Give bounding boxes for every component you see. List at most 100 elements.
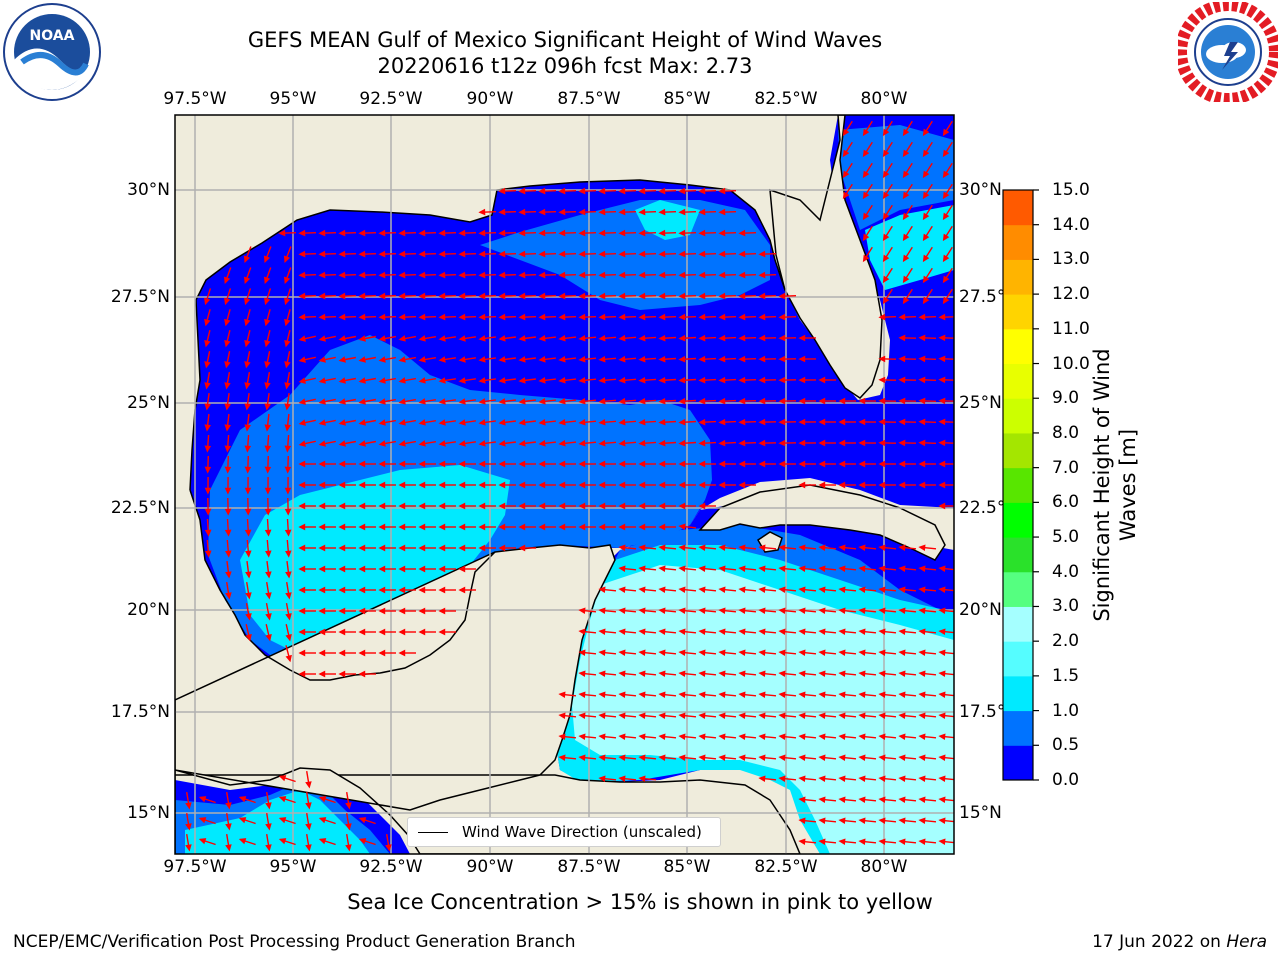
wave-direction-arrowhead bbox=[244, 361, 251, 369]
wave-direction-arrowhead bbox=[238, 796, 247, 803]
wave-direction-arrowhead bbox=[618, 187, 626, 195]
wave-direction-arrowhead bbox=[918, 607, 926, 614]
wave-direction-arrowhead bbox=[438, 523, 446, 531]
wave-direction-arrowhead bbox=[638, 523, 646, 531]
wave-direction-arrowhead bbox=[285, 550, 292, 558]
wave-direction-arrowhead bbox=[758, 586, 766, 593]
wave-direction-arrowhead bbox=[418, 544, 426, 552]
wave-direction-arrowhead bbox=[558, 419, 566, 426]
wave-direction-arrowhead bbox=[678, 271, 686, 279]
wave-direction-arrowhead bbox=[778, 670, 786, 677]
wave-direction-arrowhead bbox=[658, 607, 666, 614]
wave-direction-arrowhead bbox=[818, 607, 826, 614]
wave-direction-arrowhead bbox=[878, 439, 886, 447]
wave-direction-arrowhead bbox=[458, 481, 466, 489]
wave-direction-arrowhead bbox=[818, 460, 826, 468]
wave-direction-arrowhead bbox=[942, 191, 950, 200]
wave-direction-arrowhead bbox=[458, 544, 466, 552]
wave-direction-arrowhead bbox=[778, 355, 786, 363]
wave-direction-arrowhead bbox=[638, 292, 646, 300]
wave-direction-arrowhead bbox=[898, 670, 906, 677]
wave-direction-arrowhead bbox=[878, 691, 886, 698]
wave-direction-arrowhead bbox=[798, 418, 806, 426]
map-frame bbox=[174, 114, 955, 855]
wave-direction-arrowhead bbox=[498, 292, 506, 300]
wave-direction-arrowhead bbox=[245, 633, 252, 642]
wave-direction-arrowhead bbox=[318, 250, 326, 258]
wave-direction-arrowhead bbox=[498, 229, 506, 237]
wave-direction-arrowhead bbox=[698, 292, 706, 300]
wave-direction-arrowhead bbox=[858, 712, 866, 719]
lon-label-top: 95°W bbox=[269, 89, 317, 109]
wave-direction-arrowhead bbox=[718, 586, 726, 593]
wave-direction-arrowhead bbox=[305, 823, 312, 831]
wave-direction-arrowhead bbox=[838, 607, 846, 614]
wave-direction-arrowhead bbox=[378, 607, 386, 615]
wave-direction-arrowhead bbox=[902, 128, 910, 137]
wave-direction-arrowhead bbox=[225, 571, 232, 579]
wave-direction-arrowhead bbox=[858, 691, 866, 698]
wave-direction-arrowhead bbox=[598, 460, 606, 468]
lon-label-bottom: 80°W bbox=[860, 857, 908, 877]
wave-direction-arrowhead bbox=[578, 377, 586, 384]
wave-direction-arrowhead bbox=[204, 508, 212, 516]
wave-direction-arrowhead bbox=[558, 460, 566, 468]
wave-direction-arrowhead bbox=[678, 607, 686, 614]
wave-direction-arrowhead bbox=[858, 586, 866, 593]
wave-direction-arrowhead bbox=[478, 502, 486, 510]
wave-direction-arrowhead bbox=[698, 502, 706, 510]
wave-direction-arrowhead bbox=[718, 271, 726, 279]
wave-direction-arrowhead bbox=[518, 398, 526, 405]
wave-direction-arrowhead bbox=[778, 628, 786, 635]
wave-direction-arrowhead bbox=[558, 292, 566, 300]
wave-direction-arrowhead bbox=[418, 440, 426, 447]
wave-direction-arrowhead bbox=[538, 502, 546, 510]
wave-direction-arrowhead bbox=[798, 712, 806, 719]
wave-direction-arrowhead bbox=[298, 377, 306, 384]
wave-direction-arrowhead bbox=[578, 419, 586, 426]
colorbar-segment bbox=[1003, 432, 1033, 469]
wave-direction-arrowhead bbox=[378, 649, 386, 657]
lon-label-top: 85°W bbox=[663, 89, 711, 109]
wave-direction-arrowhead bbox=[458, 398, 466, 405]
wave-direction-arrowhead bbox=[318, 607, 326, 615]
wave-direction-arrowhead bbox=[738, 670, 746, 677]
wave-direction-arrowhead bbox=[338, 356, 346, 363]
footer-timestamp: 17 Jun 2022 on Hera bbox=[1092, 932, 1267, 952]
wave-direction-arrowhead bbox=[284, 424, 291, 432]
wave-direction-arrowhead bbox=[265, 550, 272, 558]
wave-direction-arrowhead bbox=[298, 335, 306, 342]
wave-direction-arrowhead bbox=[578, 691, 586, 698]
lon-label-top: 80°W bbox=[860, 89, 908, 109]
wave-direction-arrowhead bbox=[538, 250, 546, 258]
wave-direction-arrowhead bbox=[882, 212, 890, 221]
wave-direction-arrowhead bbox=[284, 318, 291, 327]
wave-direction-arrowhead bbox=[338, 607, 346, 615]
wave-direction-arrowhead bbox=[245, 592, 252, 600]
wave-direction-arrowhead bbox=[618, 229, 626, 237]
wave-direction-arrowhead bbox=[398, 398, 406, 405]
wave-direction-arrowhead bbox=[438, 481, 446, 489]
wave-direction-arrowhead bbox=[718, 733, 726, 740]
wave-direction-arrowhead bbox=[264, 403, 271, 411]
wave-direction-arrowhead bbox=[498, 208, 506, 216]
lon-label-top: 87.5°W bbox=[557, 89, 621, 109]
wave-direction-arrowhead bbox=[398, 649, 406, 657]
wave-direction-arrowhead bbox=[264, 424, 271, 432]
wave-direction-arrowhead bbox=[244, 382, 251, 390]
wave-direction-arrowhead bbox=[598, 628, 606, 635]
wave-direction-arrowhead bbox=[618, 775, 626, 782]
colorbar-tick-label: 0.0 bbox=[1052, 770, 1080, 790]
wave-direction-arrowhead bbox=[458, 565, 466, 573]
wave-direction-arrowhead bbox=[758, 754, 766, 761]
wave-direction-arrowhead bbox=[898, 481, 906, 489]
wave-direction-arrowhead bbox=[185, 844, 192, 852]
wave-direction-arrowhead bbox=[718, 544, 726, 551]
wave-direction-arrowhead bbox=[882, 296, 890, 305]
wave-direction-arrowhead bbox=[265, 823, 272, 831]
wave-direction-arrowhead bbox=[198, 838, 207, 845]
wave-direction-arrowhead bbox=[898, 607, 906, 614]
wave-direction-arrowhead bbox=[858, 544, 866, 551]
wave-direction-arrowhead bbox=[398, 523, 406, 531]
colorbar-tick-label: 14.0 bbox=[1052, 214, 1090, 235]
